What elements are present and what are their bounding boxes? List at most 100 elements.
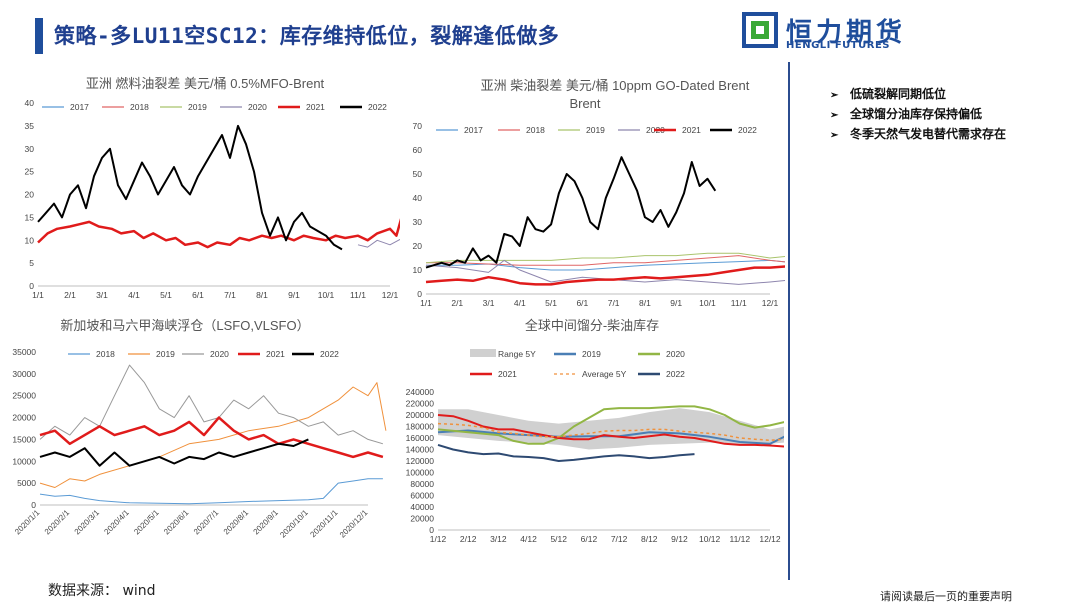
logo-mark-icon <box>742 12 778 48</box>
x-tick-label: 2020/8/1 <box>222 508 251 537</box>
y-tick-label: 20 <box>25 190 35 200</box>
x-tick-label: 12/1 <box>382 290 399 300</box>
series-line-2021 <box>437 414 784 448</box>
diesel-crack-chart: 亚洲 柴油裂差 美元/桶 10ppm GO-Dated BrentBrent01… <box>413 78 785 308</box>
legend-label: 2020 <box>666 349 685 359</box>
y-tick-label: 10 <box>413 265 423 275</box>
y-tick-label: 30000 <box>12 369 36 379</box>
x-tick-label: 4/12 <box>520 534 537 544</box>
x-tick-label: 5/1 <box>545 298 557 308</box>
y-tick-label: 20 <box>413 241 423 251</box>
y-tick-label: 180000 <box>406 422 435 432</box>
x-tick-label: 11/1 <box>731 298 747 308</box>
y-tick-label: 70 <box>413 121 423 131</box>
y-tick-label: 35000 <box>12 347 36 357</box>
x-tick-label: 5/12 <box>550 534 567 544</box>
legend-swatch <box>470 349 496 357</box>
y-tick-label: 50 <box>413 169 423 179</box>
x-tick-label: 2020/10/1 <box>278 508 310 540</box>
x-tick-label: 6/12 <box>581 534 598 544</box>
y-tick-label: 240000 <box>406 387 435 397</box>
series-line-2018 <box>426 255 785 266</box>
y-tick-label: 0 <box>29 281 34 291</box>
x-tick-label: 2020/7/1 <box>192 508 221 537</box>
y-tick-label: 0 <box>417 289 422 299</box>
x-tick-label: 1/1 <box>420 298 432 308</box>
x-tick-label: 4/1 <box>128 290 140 300</box>
y-tick-label: 40 <box>413 193 423 203</box>
series-line-average-5y <box>437 422 784 442</box>
series-line-2017 <box>426 259 785 271</box>
legend-label: 2022 <box>738 125 757 135</box>
x-tick-label: 6/1 <box>576 298 588 308</box>
x-tick-label: 10/1 <box>699 298 716 308</box>
series-line-2022 <box>425 156 717 269</box>
y-tick-label: 60000 <box>410 491 434 501</box>
key-point-text: 全球馏分油库存保持偏低 <box>850 107 983 121</box>
arrow-bullet-icon: ➢ <box>830 90 839 101</box>
section-divider <box>788 62 790 580</box>
y-tick-label: 200000 <box>406 410 435 420</box>
y-tick-label: 0 <box>31 500 36 510</box>
x-tick-label: 2/1 <box>451 298 463 308</box>
key-point-item: ➢ 低硫裂解同期低位 <box>830 84 1006 104</box>
x-tick-label: 2020/3/1 <box>73 508 102 537</box>
legend-label: 2019 <box>188 102 207 112</box>
y-tick-label: 20000 <box>12 413 36 423</box>
data-source-note: 数据来源： wind <box>48 583 156 599</box>
x-tick-label: 3/12 <box>490 534 507 544</box>
y-tick-label: 40 <box>25 98 35 108</box>
y-tick-label: 0 <box>429 525 434 535</box>
x-tick-label: 8/1 <box>256 290 268 300</box>
y-tick-label: 5 <box>29 258 34 268</box>
legend-label: 2017 <box>464 125 483 135</box>
y-tick-label: 60 <box>413 145 423 155</box>
x-tick-label: 3/1 <box>96 290 108 300</box>
chart-title: 全球中间馏分-柴油库存 <box>525 318 659 333</box>
legend-label: 2018 <box>96 349 115 359</box>
y-tick-label: 15000 <box>12 434 36 444</box>
legend-label: 2017 <box>70 102 89 112</box>
logo-chinese-text: 恒力期货 <box>786 18 907 48</box>
chart-title: 新加坡和马六甲海峡浮仓（LSFO,VLSFO） <box>60 318 309 333</box>
x-tick-label: 2020/12/1 <box>338 508 370 540</box>
series-line-2018 <box>39 478 383 505</box>
x-tick-label: 7/1 <box>224 290 236 300</box>
x-tick-label: 1/12 <box>430 534 447 544</box>
x-tick-label: 2020/2/1 <box>43 508 72 537</box>
series-line-2022 <box>437 443 695 462</box>
y-tick-label: 30 <box>413 217 423 227</box>
chart-title: 亚洲 燃料油裂差 美元/桶 0.5%MFO-Brent <box>86 76 325 91</box>
disclaimer-note: 请阅读最后一页的重要声明 <box>880 590 1012 603</box>
fuel-oil-crack-chart: 亚洲 燃料油裂差 美元/桶 0.5%MFO-Brent 0 5 10 15 20 25 30 3… <box>25 76 400 300</box>
x-tick-label: 10/12 <box>699 534 721 544</box>
legend-label: 2021 <box>682 125 701 135</box>
y-tick-label: 100000 <box>406 468 435 478</box>
y-tick-label: 140000 <box>406 445 435 455</box>
legend-label: 2020 <box>248 102 267 112</box>
y-tick-label: 160000 <box>406 433 435 443</box>
x-tick-label: 2/1 <box>64 290 76 300</box>
key-points-list: ➢ 低硫裂解同期低位 ➢ 全球馏分油库存保持偏低 ➢ 冬季天然气发电替代需求存在 <box>830 84 1006 144</box>
x-tick-label: 2020/4/1 <box>102 508 131 537</box>
x-tick-label: 6/1 <box>192 290 204 300</box>
key-point-item: ➢ 全球馏分油库存保持偏低 <box>830 104 1006 124</box>
x-tick-label: 9/1 <box>288 290 300 300</box>
key-point-text: 低硫裂解同期低位 <box>850 87 947 101</box>
y-tick-label: 40000 <box>410 502 434 512</box>
arrow-bullet-icon: ➢ <box>830 130 839 141</box>
x-tick-label: 3/1 <box>483 298 495 308</box>
x-tick-label: 9/12 <box>671 534 688 544</box>
legend-label: Range 5Y <box>498 349 536 359</box>
x-tick-label: 5/1 <box>160 290 172 300</box>
chart-title: Brent <box>569 96 600 111</box>
legend-label: 2021 <box>266 349 285 359</box>
legend-label: 2022 <box>666 369 685 379</box>
x-tick-label: 2020/6/1 <box>162 508 191 537</box>
series-line-2020 <box>437 405 784 445</box>
company-logo: 恒力期货 HENGLI FUTURES <box>742 12 912 52</box>
y-tick-label: 20000 <box>410 514 434 524</box>
series-line-2021 <box>37 218 400 249</box>
legend-label: 2019 <box>586 125 605 135</box>
